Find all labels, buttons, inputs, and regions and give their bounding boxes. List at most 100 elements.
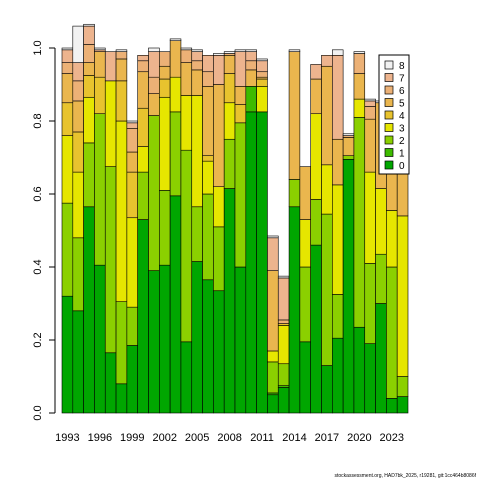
bar-segment-1997-age-0: [104, 352, 117, 414]
bar-segment-2004-age-6: [180, 49, 193, 63]
bar-segment-2020-age-6: [353, 53, 366, 74]
legend-swatch-8: [384, 60, 394, 70]
x-tick-label-1993: 1993: [55, 432, 79, 444]
bar-segment-1998-age-2: [115, 301, 128, 385]
bar-segment-2020-age-0: [353, 326, 366, 414]
bar-segment-1999-age-2: [126, 306, 138, 346]
bars-group: [61, 23, 409, 414]
bar-segment-2018-age-7: [332, 54, 344, 140]
bar-segment-2012-age-5: [267, 270, 279, 352]
bar-segment-2000-age-7: [137, 54, 149, 62]
bar-segment-2016-age-5: [310, 78, 322, 115]
bar-segment-1998-age-4: [115, 80, 128, 122]
bar-segment-2008-age-5: [223, 54, 236, 74]
bar-segment-1994-age-4: [72, 131, 84, 173]
x-tick-label-2014: 2014: [282, 432, 306, 444]
bar-segment-1999-age-4: [126, 171, 138, 219]
bar-segment-2013-age-6: [277, 319, 290, 324]
bar-segment-2008-age-2: [223, 138, 236, 189]
legend: 8 76 54 32 10: [378, 54, 410, 175]
y-tick-label-0.2: 0.2: [32, 332, 44, 347]
bar-segment-2007-age-0: [213, 290, 225, 414]
bar-segment-1993-age-5: [61, 73, 74, 104]
bar-segment-2011-age-6: [256, 71, 268, 78]
bar-segment-2009-age-8: [234, 49, 247, 52]
bar-segment-2004-age-5: [180, 62, 193, 96]
bar-segment-2000-age-6: [137, 60, 149, 73]
bar-segment-2014-age-2: [288, 179, 301, 208]
bar-segment-2008-age-8: [223, 51, 236, 54]
bar-segment-2018-age-3: [332, 184, 344, 295]
bar-segment-2010-age-6: [245, 60, 257, 71]
legend-swatch-7: [384, 73, 394, 82]
legend-label-2: 2: [399, 136, 405, 147]
legend-label-5: 5: [399, 99, 405, 110]
bar-segment-2013-age-2: [277, 363, 290, 386]
bar-segment-2010-age-5: [245, 69, 257, 87]
bar-segment-2009-age-0: [234, 266, 247, 414]
bar-segment-1995-age-8: [83, 23, 95, 27]
bar-segment-2018-age-5: [332, 138, 344, 186]
bar-segment-1999-age-6: [126, 128, 138, 153]
bar-segment-2022-age-0: [375, 303, 387, 414]
bar-segment-2003-age-0: [169, 195, 182, 414]
bar-segment-2006-age-0: [202, 279, 214, 414]
bar-segment-1994-age-6: [72, 80, 84, 102]
legend-swatch-6: [384, 85, 394, 95]
bar-segment-1995-age-6: [83, 44, 95, 63]
legend-label-3: 3: [399, 124, 405, 135]
bar-segment-1998-age-8: [115, 49, 128, 52]
bar-segment-2005-age-7: [191, 51, 203, 62]
bar-segment-1995-age-3: [83, 96, 95, 144]
bar-segment-2000-age-3: [137, 146, 149, 173]
legend-swatch-2: [384, 135, 394, 145]
bar-segment-2014-age-8: [288, 49, 301, 52]
bar-segment-1995-age-4: [83, 75, 95, 98]
bar-segment-2010-age-8: [245, 49, 257, 52]
footer-credit: stockassessment.org, HAD7bk_2025, r19281…: [334, 473, 476, 479]
bar-segment-1998-age-3: [115, 120, 128, 302]
bar-segment-1994-age-8: [72, 25, 84, 63]
bar-segment-2014-age-0: [288, 206, 301, 414]
bar-segment-1994-age-7: [72, 62, 84, 82]
bar-segment-2004-age-8: [180, 47, 193, 51]
bar-segment-2003-age-3: [169, 76, 182, 113]
bar-segment-2009-age-5: [234, 86, 247, 105]
legend-swatch-1: [384, 148, 394, 157]
bar-segment-2005-age-5: [191, 69, 203, 96]
legend-swatch-4: [384, 110, 394, 120]
bar-segment-2012-age-3: [267, 350, 279, 363]
bar-segment-2022-age-3: [375, 188, 387, 255]
bar-segment-1993-age-6: [61, 62, 74, 74]
legend-swatch-3: [384, 123, 394, 132]
bar-segment-2020-age-2: [353, 117, 366, 328]
bar-segment-2000-age-2: [137, 171, 149, 220]
legend-label-1: 1: [399, 149, 405, 160]
bar-segment-2021-age-0: [364, 343, 376, 414]
bar-segment-2024-age-0: [396, 396, 409, 414]
bar-segment-2002-age-2: [159, 190, 171, 266]
bar-segment-2009-age-4: [234, 104, 247, 124]
bar-segment-2018-age-0: [332, 337, 344, 414]
legend-box: [378, 54, 410, 175]
bar-segment-2012-age-8: [267, 235, 279, 239]
bar-segment-2001-age-8: [148, 47, 160, 52]
bar-segment-2024-age-2: [396, 376, 409, 397]
y-tick-label-1.0: 1.0: [32, 40, 44, 55]
bar-segment-2017-age-5: [321, 65, 333, 166]
x-tick-label-1996: 1996: [88, 432, 112, 444]
bar-segment-2016-age-3: [310, 113, 322, 200]
bar-segment-2002-age-5: [159, 65, 171, 80]
bar-segment-1996-age-5: [94, 51, 106, 78]
y-tick-label-0.4: 0.4: [32, 259, 44, 274]
bar-segment-2019-age-5: [342, 137, 355, 156]
bar-segment-2021-age-6: [364, 106, 376, 120]
bar-segment-2011-age-0: [256, 111, 268, 414]
bar-segment-2000-age-4: [137, 107, 149, 147]
x-tick-label-2008: 2008: [217, 432, 241, 444]
bar-segment-1997-age-3: [104, 80, 117, 167]
bar-segment-2002-age-3: [159, 96, 171, 191]
bar-segment-2016-age-0: [310, 244, 322, 414]
x-tick-label-2011: 2011: [250, 432, 274, 444]
bar-segment-2011-age-4: [256, 78, 268, 87]
